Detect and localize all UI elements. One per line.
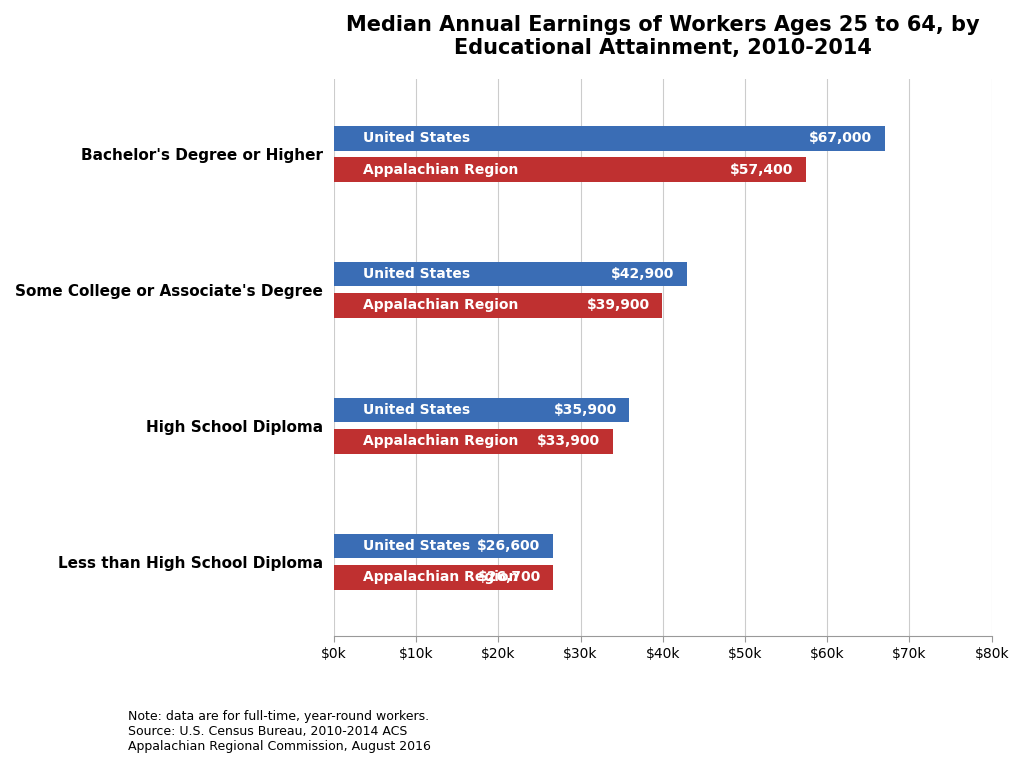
- Text: Note: data are for full-time, year-round workers.
Source: U.S. Census Bureau, 20: Note: data are for full-time, year-round…: [128, 710, 431, 753]
- Bar: [334, 126, 885, 151]
- Text: United States: United States: [362, 131, 470, 145]
- Text: United States: United States: [362, 267, 470, 281]
- Text: Appalachian Region: Appalachian Region: [362, 299, 518, 313]
- Text: $33,900: $33,900: [538, 435, 600, 449]
- Bar: [334, 429, 612, 454]
- Text: Appalachian Region: Appalachian Region: [362, 435, 518, 449]
- Bar: [334, 534, 553, 558]
- Title: Median Annual Earnings of Workers Ages 25 to 64, by
Educational Attainment, 2010: Median Annual Earnings of Workers Ages 2…: [346, 15, 980, 58]
- Text: $35,900: $35,900: [554, 403, 616, 417]
- Text: $42,900: $42,900: [611, 267, 675, 281]
- Text: Appalachian Region: Appalachian Region: [362, 571, 518, 584]
- Text: $57,400: $57,400: [730, 163, 794, 177]
- Text: $26,700: $26,700: [478, 571, 541, 584]
- Bar: [334, 157, 806, 182]
- Text: $39,900: $39,900: [587, 299, 649, 313]
- Bar: [334, 293, 662, 318]
- Text: $26,600: $26,600: [477, 539, 541, 553]
- Text: Appalachian Region: Appalachian Region: [362, 163, 518, 177]
- Text: United States: United States: [362, 403, 470, 417]
- Text: $67,000: $67,000: [809, 131, 872, 145]
- Bar: [334, 262, 687, 286]
- Bar: [334, 565, 554, 590]
- Text: United States: United States: [362, 539, 470, 553]
- Bar: [334, 398, 629, 422]
